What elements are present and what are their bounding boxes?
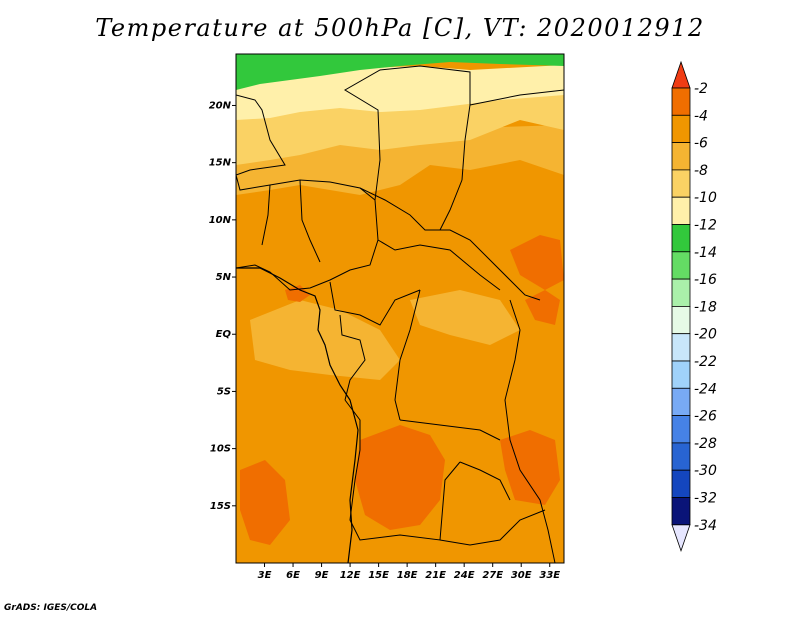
lon-tick-label: 3E <box>258 570 272 581</box>
colorbar-segment <box>671 333 691 362</box>
colorbar-label: -14 <box>694 245 717 261</box>
lon-tick-label: 33E <box>539 570 560 581</box>
colorbar-segment <box>671 251 691 280</box>
colorbar-label: -8 <box>694 163 708 179</box>
colorbar-label: -20 <box>694 327 717 343</box>
field-green <box>236 54 564 90</box>
colorbar-label: -34 <box>694 518 717 534</box>
colorbar-bottom-triangle <box>671 524 691 553</box>
colorbar-segment <box>671 387 691 416</box>
field-light-orange-east <box>410 290 520 345</box>
country-borders <box>236 65 564 563</box>
lat-tick-label: 10N <box>209 215 232 226</box>
colorbar-label: -2 <box>694 81 708 97</box>
lat-tick-label: 10S <box>210 444 231 455</box>
colorbar-label: -4 <box>694 108 708 124</box>
field-dark-orange-lake <box>525 290 560 325</box>
lat-tick-label: EQ <box>216 329 232 340</box>
colorbar-label: -26 <box>694 409 717 425</box>
colorbar-label: -6 <box>694 136 708 152</box>
lat-tick-label: 15N <box>209 158 232 169</box>
colorbar-segment <box>671 469 691 498</box>
colorbar-label: -18 <box>694 299 717 315</box>
colorbar-segment <box>671 169 691 198</box>
coastline <box>236 267 359 563</box>
field-dark-orange-sw <box>240 460 290 545</box>
lon-tick-label: 27E <box>482 570 503 581</box>
colorbar-segment <box>671 114 691 144</box>
colorbar-segment <box>671 142 691 171</box>
field-dark-orange-gulf <box>285 285 310 302</box>
colorbar-top-triangle <box>671 60 691 89</box>
lon-tick-label: 24E <box>454 570 475 581</box>
colorbar-segment <box>671 415 691 444</box>
temperature-field <box>236 54 564 563</box>
colorbar-segment <box>671 442 691 471</box>
colorbar-label: -16 <box>694 272 717 288</box>
lat-tick-label: 20N <box>209 100 232 111</box>
colorbar-segment <box>671 360 691 389</box>
lon-tick-label: 18E <box>397 570 418 581</box>
plot-title: Temperature at 500hPa [C], VT: 202001291… <box>95 14 705 42</box>
colorbar-label: -30 <box>694 463 717 479</box>
field-dark-orange-se <box>500 430 560 505</box>
lat-tick-label: 5N <box>216 272 232 283</box>
colorbar-segment <box>671 87 691 116</box>
colorbar-label: -24 <box>694 381 717 397</box>
field-cream <box>236 65 564 120</box>
colorbar: -2 -4 -6 -8 -10 -12 -14 -16 -18 -20 -22 -24 -26 -28 -3… <box>671 60 717 553</box>
lon-tick-label: 15E <box>368 570 389 581</box>
lon-tick-label: 30E <box>511 570 532 581</box>
longitude-axis: 3E 6E 9E 12E 15E 18E 21E 24E 27E 30E 33E <box>258 563 560 581</box>
lat-tick-label: 15S <box>210 501 231 512</box>
colorbar-segment <box>671 497 691 526</box>
colorbar-segment <box>671 224 691 253</box>
colorbar-segment <box>671 278 691 307</box>
lon-tick-label: 6E <box>286 570 300 581</box>
field-dark-orange-angola <box>355 425 445 530</box>
field-light-orange-central <box>250 300 400 380</box>
colorbar-label: -32 <box>694 491 717 507</box>
lon-tick-label: 21E <box>425 570 446 581</box>
grads-credit: GrADS: IGES/COLA <box>4 603 98 613</box>
lat-tick-label: 5S <box>217 386 231 397</box>
colorbar-label: -28 <box>694 436 717 452</box>
lon-tick-label: 9E <box>315 570 329 581</box>
lon-tick-label: 12E <box>340 570 361 581</box>
latitude-axis: 20N 15N 10N 5N EQ 5S 10S 15S <box>209 100 236 512</box>
colorbar-label: -22 <box>694 354 717 370</box>
colorbar-label: -10 <box>694 190 717 206</box>
map-frame <box>235 53 565 564</box>
colorbar-segment <box>671 196 691 225</box>
colorbar-segment <box>671 305 691 335</box>
colorbar-label: -12 <box>694 218 717 234</box>
field-dark-orange-ne <box>510 235 564 290</box>
